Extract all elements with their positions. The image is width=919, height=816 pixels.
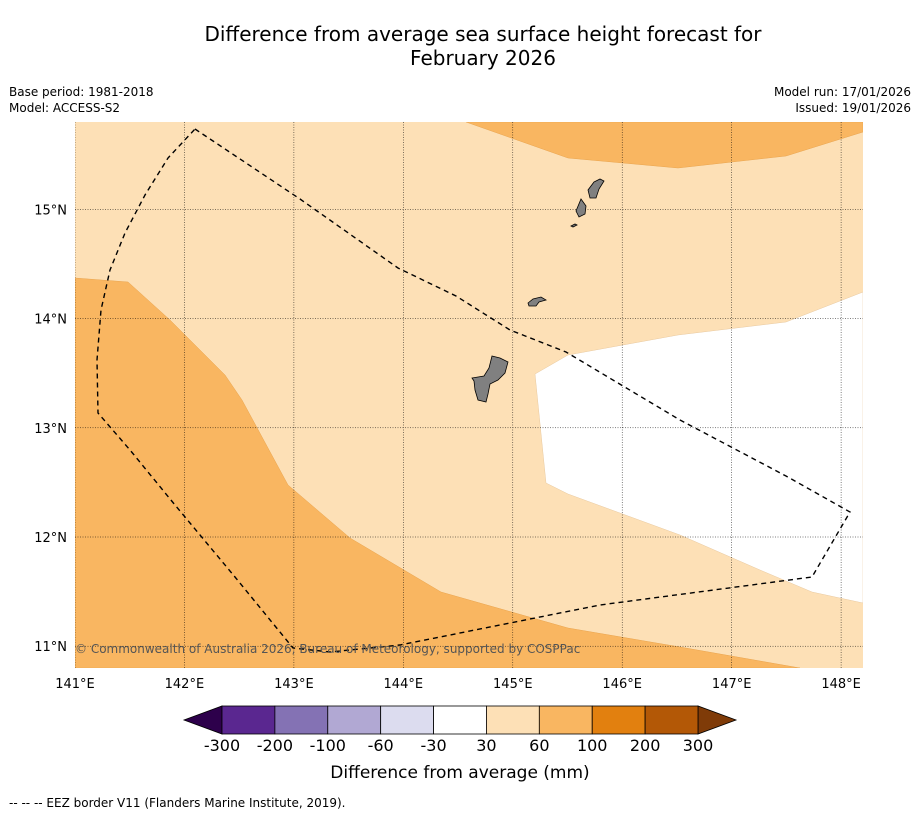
model-name: Model: ACCESS-S2: [9, 101, 121, 115]
lat-tick-label: 12°N: [34, 531, 67, 546]
lon-tick-label: 144°E: [384, 677, 424, 692]
colorbar-segment: [644, 705, 699, 735]
map-plot-area: [75, 122, 863, 668]
colorbar-segment: [486, 705, 540, 735]
island-guam: [471, 355, 509, 403]
colorbar-tick-label: -200: [257, 736, 293, 755]
axis-labels: 141°E 142°E 143°E 144°E 145°E 146°E 147°E 148°E…: [34, 203, 861, 692]
colorbar-segment: [591, 705, 646, 735]
base-period: Base period: 1981-2018: [9, 85, 154, 99]
lon-tick-label: 147°E: [712, 677, 752, 692]
colorbar-segment: [327, 705, 382, 735]
map-title: Difference from average sea surface heig…: [0, 22, 919, 70]
title-line-1: Difference from average sea surface heig…: [204, 22, 762, 46]
issued-date: Issued: 19/01/2026: [795, 101, 911, 115]
lon-tick-label: 141°E: [55, 677, 95, 692]
colorbar-tick-label: 200: [630, 736, 661, 755]
colorbar-tick-label: -300: [204, 736, 240, 755]
island-aguijan: [570, 223, 578, 228]
model-run: Model run: 17/01/2026: [773, 85, 911, 99]
colorbar-tick-label: 300: [683, 736, 714, 755]
eez-legend-note: -- -- -- EEZ border V11 (Flanders Marine…: [9, 796, 346, 810]
title-line-2: February 2026: [410, 46, 556, 70]
lat-tick-label: 14°N: [34, 313, 67, 328]
colorbar-tick-label: -100: [310, 736, 346, 755]
colorbar-segment: [221, 705, 276, 735]
colorbar-segment: [380, 705, 434, 735]
lon-tick-label: 145°E: [493, 677, 533, 692]
colorbar-tick-label: 30: [476, 736, 496, 755]
colorbar-under-arrow: [182, 705, 223, 735]
lon-tick-label: 148°E: [821, 677, 861, 692]
contour-neutral-east: [534, 291, 863, 604]
colorbar-over-arrow: [697, 705, 738, 735]
contour-60-100-west: [75, 277, 801, 668]
lat-tick-label: 11°N: [34, 640, 67, 655]
colorbar-title: Difference from average (mm): [330, 763, 589, 783]
colorbar-tick-label: 100: [577, 736, 608, 755]
metadata-right: Model run: 17/01/2026 Issued: 19/01/2026: [774, 84, 911, 116]
colorbar-segment: [433, 705, 487, 735]
colorbar-segment: [538, 705, 593, 735]
colorbar-tick-label: 60: [529, 736, 549, 755]
lat-tick-label: 15°N: [34, 203, 67, 218]
island-saipan: [587, 178, 605, 199]
landmasses: [471, 178, 605, 403]
lat-tick-label: 13°N: [34, 422, 67, 437]
colorbar-tick-label: -30: [420, 736, 446, 755]
island-tinian: [575, 198, 587, 218]
lon-tick-label: 142°E: [165, 677, 205, 692]
eez-border: [96, 128, 851, 653]
colorbar: -300 -200 -100 -60 -30 30 60 100 200 300: [182, 705, 738, 755]
colorbar-tick-label: -60: [368, 736, 394, 755]
island-rota: [527, 296, 547, 307]
metadata-left: Base period: 1981-2018 Model: ACCESS-S2: [9, 84, 154, 116]
gridlines: [75, 122, 863, 668]
contour-60-100-north: [465, 122, 863, 169]
colorbar-segment: [274, 705, 329, 735]
lon-tick-label: 146°E: [602, 677, 642, 692]
copyright-text: © Commonwealth of Australia 2026, Bureau…: [75, 642, 580, 656]
lon-tick-label: 143°E: [274, 677, 314, 692]
